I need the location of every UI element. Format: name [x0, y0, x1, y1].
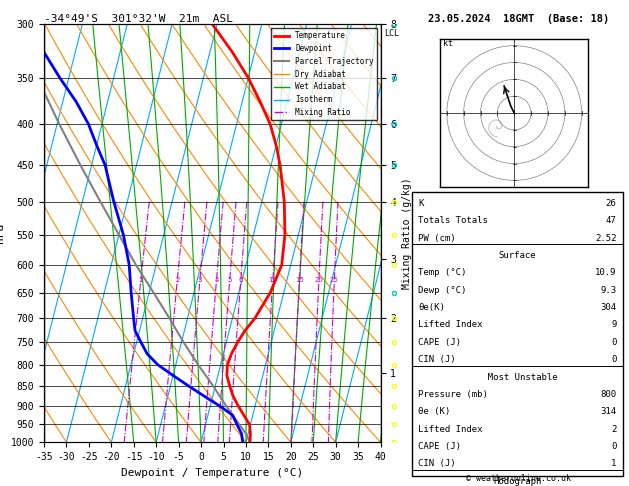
Text: 9.3: 9.3	[600, 286, 616, 295]
Text: CAPE (J): CAPE (J)	[418, 338, 461, 347]
Text: 3: 3	[198, 277, 202, 283]
Text: 9: 9	[611, 320, 616, 330]
Text: LCL: LCL	[384, 29, 399, 37]
Y-axis label: hPa: hPa	[0, 223, 5, 243]
Text: 6: 6	[238, 277, 243, 283]
Text: 2.52: 2.52	[595, 234, 616, 243]
Text: 0: 0	[611, 338, 616, 347]
Text: 2: 2	[611, 425, 616, 434]
Text: 5: 5	[228, 277, 232, 283]
Text: CIN (J): CIN (J)	[418, 459, 456, 468]
Text: Most Unstable: Most Unstable	[477, 372, 558, 382]
Text: 47: 47	[606, 216, 616, 226]
Text: © weatheronline.co.uk: © weatheronline.co.uk	[467, 474, 571, 483]
Text: Hodograph: Hodograph	[493, 477, 542, 486]
Text: Surface: Surface	[499, 251, 536, 260]
Text: 23.05.2024  18GMT  (Base: 18): 23.05.2024 18GMT (Base: 18)	[428, 15, 610, 24]
Text: 2: 2	[175, 277, 179, 283]
Text: 0: 0	[611, 355, 616, 364]
X-axis label: Dewpoint / Temperature (°C): Dewpoint / Temperature (°C)	[121, 468, 303, 478]
Text: θe(K): θe(K)	[418, 303, 445, 312]
Text: Temp (°C): Temp (°C)	[418, 268, 467, 278]
Text: 0: 0	[611, 442, 616, 451]
Text: 1: 1	[611, 459, 616, 468]
Text: Lifted Index: Lifted Index	[418, 425, 483, 434]
Text: 15: 15	[295, 277, 304, 283]
Text: 4: 4	[214, 277, 219, 283]
Text: Totals Totals: Totals Totals	[418, 216, 488, 226]
Text: 1: 1	[138, 277, 143, 283]
Text: 304: 304	[600, 303, 616, 312]
Text: PW (cm): PW (cm)	[418, 234, 456, 243]
Text: 800: 800	[600, 390, 616, 399]
Text: CAPE (J): CAPE (J)	[418, 442, 461, 451]
Text: kt: kt	[443, 38, 454, 48]
Text: Dewp (°C): Dewp (°C)	[418, 286, 467, 295]
Text: θe (K): θe (K)	[418, 407, 450, 416]
Legend: Temperature, Dewpoint, Parcel Trajectory, Dry Adiabat, Wet Adiabat, Isotherm, Mi: Temperature, Dewpoint, Parcel Trajectory…	[270, 28, 377, 120]
Text: CIN (J): CIN (J)	[418, 355, 456, 364]
Text: 20: 20	[314, 277, 323, 283]
Text: Lifted Index: Lifted Index	[418, 320, 483, 330]
Text: -34°49'S  301°32'W  21m  ASL: -34°49'S 301°32'W 21m ASL	[44, 14, 233, 23]
Text: 25: 25	[330, 277, 339, 283]
Text: K: K	[418, 199, 424, 208]
Y-axis label: Mixing Ratio (g/kg): Mixing Ratio (g/kg)	[402, 177, 412, 289]
Text: Pressure (mb): Pressure (mb)	[418, 390, 488, 399]
Text: 10.9: 10.9	[595, 268, 616, 278]
Text: 10: 10	[269, 277, 277, 283]
Text: 314: 314	[600, 407, 616, 416]
Text: 26: 26	[606, 199, 616, 208]
